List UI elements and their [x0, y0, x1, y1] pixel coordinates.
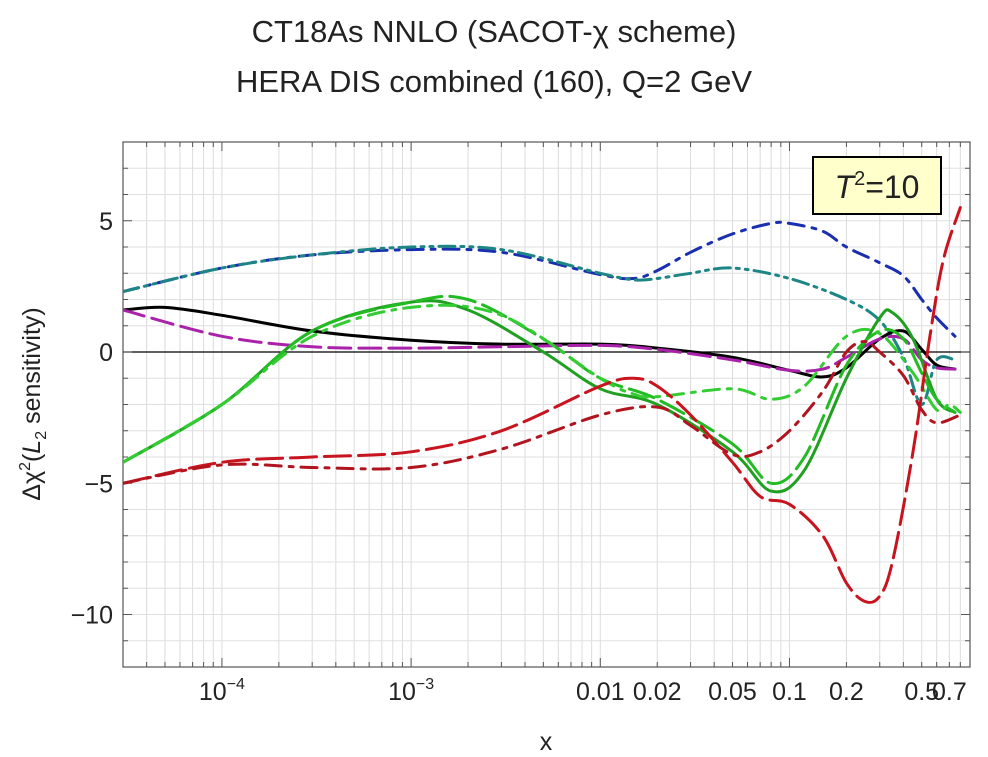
chart-title: CT18As NNLO (SACOT-χ scheme)	[251, 14, 737, 49]
series-line-longdash-red	[123, 206, 962, 604]
x-tick-label: 0.05	[708, 678, 757, 706]
x-tick-label: 0.01	[576, 678, 625, 706]
annotation-sup: 2	[854, 168, 865, 190]
x-tick-exponent: −4	[227, 676, 245, 693]
annotation-t: T	[835, 169, 857, 205]
y-tick-label: 0	[99, 339, 113, 367]
series-group	[123, 206, 962, 604]
y-axis-label: Δχ2(L2 sensitivity)	[17, 307, 50, 501]
ylabel-l: L	[18, 440, 46, 454]
series-line-dashdot-green	[123, 303, 962, 464]
series-line-longdash-magenta	[123, 308, 957, 373]
ylabel-sup: 2	[17, 462, 34, 471]
series-line-longdash-green	[123, 294, 957, 486]
x-tick-base: 10	[199, 678, 227, 706]
x-axis-label: x	[540, 728, 553, 756]
y-tick-label: −10	[71, 602, 113, 630]
gridlines	[122, 141, 971, 668]
y-tick-label: −5	[84, 470, 113, 498]
x-tick-label: 0.5	[904, 678, 939, 706]
annotation-value: =10	[865, 169, 919, 205]
annotation-background	[812, 156, 942, 215]
chart-subtitle: HERA DIS combined (160), Q=2 GeV	[235, 64, 753, 99]
series-line-dashdot-blue	[123, 220, 957, 338]
y-tick-label: 5	[99, 208, 113, 236]
x-tick-label: 0.02	[633, 678, 682, 706]
x-tick-label: 0.7	[932, 678, 967, 706]
x-tick-base: 10	[388, 678, 416, 706]
x-tick-label: 0.1	[772, 678, 807, 706]
y-axis-label-text: Δχ2(L2 sensitivity)	[17, 307, 50, 501]
x-tick-label: 0.2	[829, 678, 864, 706]
annotation-box: T2=10	[812, 156, 942, 215]
series-line-solid-black	[123, 305, 957, 379]
ylabel-sub: 2	[33, 431, 50, 440]
x-tick-label: 10−4	[199, 676, 245, 706]
series-line-dashdot-red	[123, 340, 962, 485]
x-tick-label: 10−3	[388, 676, 434, 706]
annotation-text: T2=10	[835, 168, 920, 205]
ylabel-prefix: Δχ	[18, 471, 46, 501]
ylabel-suffix: sensitivity)	[18, 307, 46, 431]
ylabel-open: (	[18, 453, 46, 462]
x-tick-exponent: −3	[416, 676, 434, 693]
